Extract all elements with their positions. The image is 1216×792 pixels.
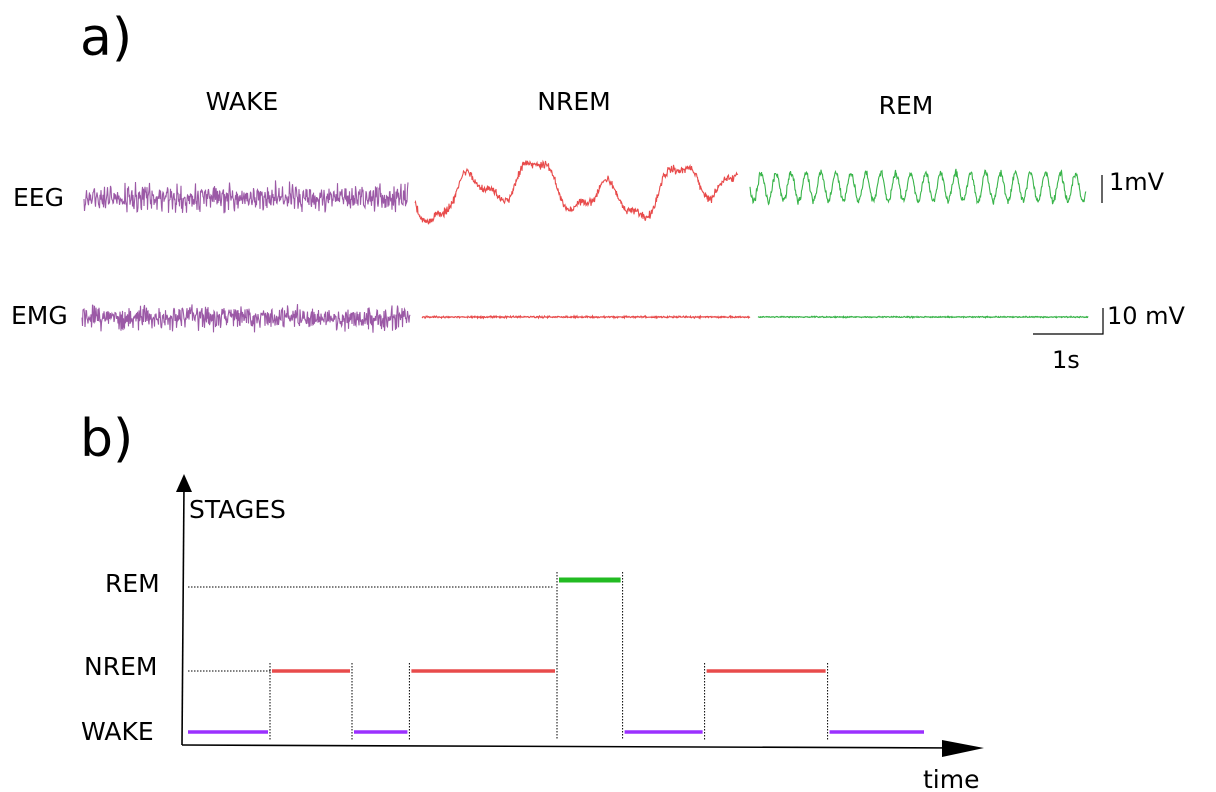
- y-axis-arrowhead: [176, 474, 192, 492]
- emg-trace-rem: [757, 315, 1089, 320]
- eeg-trace-rem: [749, 168, 1087, 206]
- emg-traces: [81, 304, 1089, 333]
- panel-a-label: a): [80, 8, 132, 68]
- emg-time-scale-bar: [1033, 308, 1104, 335]
- hypnogram-segments: [188, 577, 924, 734]
- x-axis-arrowhead: [942, 740, 984, 757]
- hypnogram-axes: [176, 474, 984, 757]
- stage-title-wake: WAKE: [206, 87, 279, 116]
- level-label-rem: REM: [105, 569, 160, 598]
- level-label-nrem: NREM: [84, 652, 157, 681]
- emg-trace-wake: [81, 304, 411, 333]
- eeg-traces: [83, 159, 1087, 225]
- emg-scale-label: 10 mV: [1107, 302, 1186, 330]
- scale-bars: 1mV 10 mV 1s: [1033, 168, 1186, 374]
- x-axis-label: time: [923, 765, 979, 792]
- stage-title-nrem: NREM: [537, 87, 610, 116]
- stage-title-rem: REM: [879, 91, 934, 120]
- y-axis: [181, 484, 185, 746]
- emg-trace-nrem: [421, 314, 751, 320]
- eeg-trace-nrem: [414, 159, 739, 225]
- eeg-scale-label: 1mV: [1109, 168, 1165, 196]
- emg-row-label: EMG: [11, 301, 68, 330]
- eeg-row-label: EEG: [13, 183, 64, 212]
- time-scale-label: 1s: [1052, 346, 1080, 374]
- level-label-wake: WAKE: [81, 717, 154, 746]
- x-axis: [181, 744, 961, 749]
- hypnogram-transitions: [269, 572, 829, 740]
- eeg-trace-wake: [83, 180, 409, 214]
- y-axis-label: STAGES: [189, 495, 286, 524]
- panel-b-label: b): [80, 409, 133, 469]
